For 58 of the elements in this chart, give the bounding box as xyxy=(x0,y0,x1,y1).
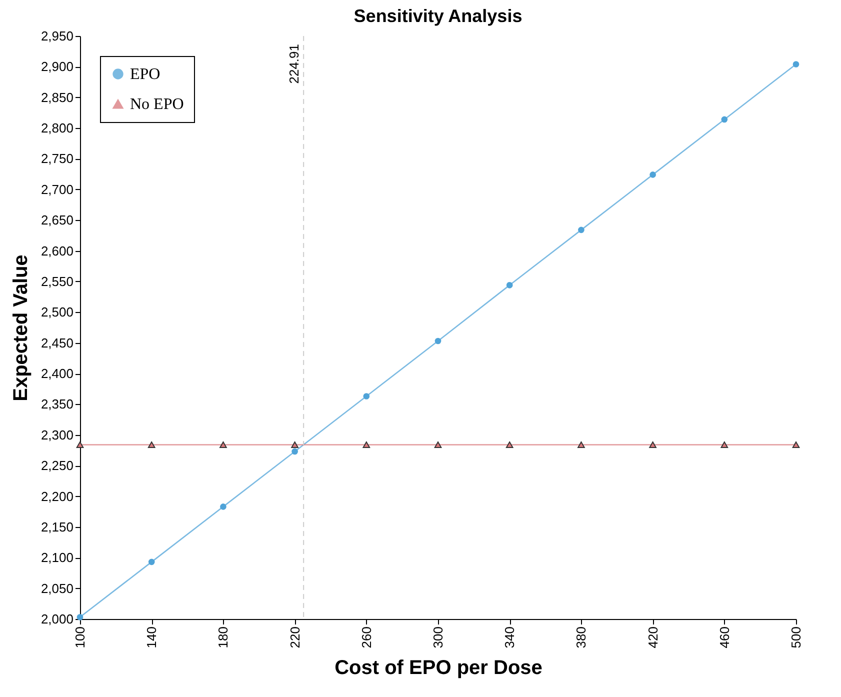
x-axis-title: Cost of EPO per Dose xyxy=(334,657,542,680)
x-tick-label: 220 xyxy=(287,626,302,648)
point xyxy=(649,441,656,448)
y-tick-label: 2,250 xyxy=(40,458,74,474)
y-tick-label: 2,900 xyxy=(40,59,74,74)
y-tick-label: 2,500 xyxy=(40,304,74,320)
point xyxy=(291,441,298,448)
x-tick-label: 260 xyxy=(358,626,374,648)
point xyxy=(720,441,728,448)
y-tick-label: 2,800 xyxy=(40,120,74,136)
y-tick-label: 2,350 xyxy=(40,396,74,412)
y-tick-label: 2,550 xyxy=(40,274,74,289)
ref-line-label: 224.91 xyxy=(286,44,302,84)
point xyxy=(434,338,442,344)
x-tick-label: 100 xyxy=(72,626,88,648)
y-tick-label: 2,450 xyxy=(40,335,74,350)
point xyxy=(148,441,156,448)
x-tick-label: 420 xyxy=(645,626,660,648)
point xyxy=(506,441,514,448)
y-tick-label: 2,850 xyxy=(40,90,74,105)
point xyxy=(292,448,298,455)
y-tick-label: 2,000 xyxy=(40,612,74,626)
y-axis-title: Expected Value xyxy=(10,254,32,402)
point xyxy=(578,441,585,448)
x-tick-label: 140 xyxy=(144,626,160,648)
point xyxy=(434,441,442,448)
point xyxy=(792,441,800,448)
legend-label: No EPO xyxy=(130,96,184,113)
y-tick-label: 2,400 xyxy=(40,366,74,382)
point xyxy=(650,172,656,178)
x-tick-label: 180 xyxy=(216,626,231,648)
point xyxy=(363,393,370,400)
point xyxy=(506,282,513,288)
point xyxy=(792,61,800,68)
x-tick-label: 500 xyxy=(788,626,804,648)
x-tick-label: 460 xyxy=(716,626,732,648)
y-tick-label: 2,750 xyxy=(40,151,74,166)
legend-label: EPO xyxy=(130,66,160,83)
y-tick-label: 2,150 xyxy=(40,519,74,534)
y-tick-label: 2,100 xyxy=(40,550,74,566)
x-tick-label: 300 xyxy=(430,626,446,648)
point xyxy=(362,441,370,448)
y-tick-label: 2,950 xyxy=(40,28,74,44)
y-tick-label: 2,600 xyxy=(40,243,74,258)
point xyxy=(578,226,584,234)
point xyxy=(721,116,728,123)
point xyxy=(148,558,155,566)
x-tick-label: 380 xyxy=(574,626,589,648)
point xyxy=(220,504,226,510)
y-tick-label: 2,300 xyxy=(40,427,74,442)
x-tick-label: 340 xyxy=(502,626,518,648)
chart-title: Sensitivity Analysis xyxy=(354,6,522,26)
point xyxy=(76,441,84,448)
point xyxy=(220,441,227,448)
y-tick-label: 2,650 xyxy=(40,212,74,228)
y-tick-label: 2,200 xyxy=(40,488,74,504)
y-tick-label: 2,700 xyxy=(40,182,74,197)
y-tick-label: 2,050 xyxy=(40,580,74,596)
